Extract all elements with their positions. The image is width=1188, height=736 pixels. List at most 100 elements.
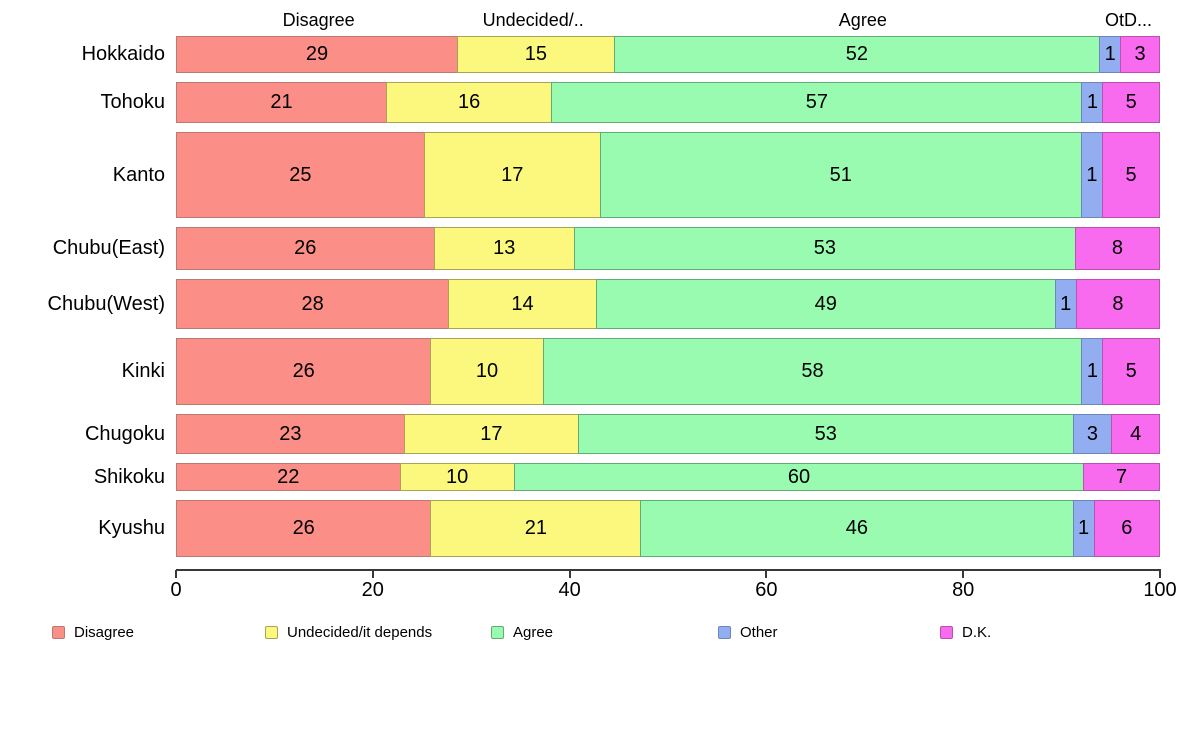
segment-value: 53 [813, 237, 836, 259]
region-label: Hokkaido [81, 43, 165, 65]
segment-value: 22 [277, 465, 300, 488]
legend-swatch-icon [52, 626, 65, 639]
bar-segment: 21 [176, 82, 387, 123]
bar-segment: 10 [399, 463, 515, 491]
bar-segment: 26 [176, 227, 435, 270]
column-header: OtD... [1104, 10, 1153, 30]
bar-segment: 49 [595, 279, 1056, 329]
legend-swatch-icon [940, 626, 953, 639]
segment-value: 1 [1060, 292, 1072, 315]
bar-segment: 29 [176, 36, 459, 73]
bar-segment: 5 [1101, 132, 1161, 218]
bar: 21 16 57 1 5 [176, 82, 1160, 123]
bar-segment: 1 [1080, 132, 1103, 218]
bar-segment: 3 [1072, 414, 1113, 454]
bar-segment: 22 [176, 463, 401, 491]
segment-value: 52 [845, 43, 869, 65]
bar-segment: 1 [1054, 279, 1077, 329]
segment-value: 10 [475, 360, 499, 382]
legend-swatch-icon [491, 626, 504, 639]
segment-value: 17 [501, 163, 524, 186]
segment-value: 1 [1086, 163, 1098, 186]
bar-segment: 6 [1093, 500, 1160, 557]
x-axis-tick [568, 570, 571, 578]
segment-value: 16 [458, 91, 481, 113]
bar: 29 15 52 1 3 [176, 36, 1160, 73]
bar-row: Kanto 25 17 51 1 5 [0, 132, 1161, 218]
x-axis-tick [1159, 570, 1161, 578]
segment-value: 1 [1086, 360, 1098, 382]
segment-value: 46 [845, 517, 869, 539]
segment-value: 21 [524, 517, 547, 539]
bar: 22 10 60 7 [176, 463, 1160, 491]
bar-segment: 15 [457, 36, 615, 73]
segment-value: 4 [1130, 422, 1142, 445]
bar-row: Tohoku 21 16 57 1 5 [0, 82, 1160, 123]
segment-value: 1 [1086, 91, 1098, 113]
bar-row: Chubu(East) 26 13 53 8 [0, 227, 1160, 270]
segment-value: 8 [1111, 237, 1123, 259]
x-axis-tick [765, 570, 768, 578]
legend-swatch-icon [718, 626, 731, 639]
bar-segment: 53 [578, 414, 1074, 454]
bar-segment: 53 [573, 227, 1076, 270]
x-axis-tick-label: 60 [755, 579, 778, 601]
x-axis-tick-label: 40 [558, 579, 581, 601]
bar: 26 10 58 1 5 [176, 338, 1161, 405]
segment-value: 26 [292, 360, 315, 382]
segment-value: 1 [1104, 43, 1116, 65]
segment-value: 60 [787, 465, 811, 488]
bar-segment: 25 [176, 132, 425, 218]
bar-segment: 46 [640, 500, 1074, 557]
segment-value: 3 [1086, 422, 1098, 445]
bar-segment: 21 [430, 500, 642, 557]
bar-segment: 8 [1074, 227, 1160, 270]
bar-segment: 57 [551, 82, 1083, 123]
bar-rows: Hokkaido 29 15 52 1 3 Tohoku 21 16 57 1 5 Kanto 25 17 5… [0, 36, 1161, 557]
segment-value: 58 [801, 360, 824, 382]
bar-segment: 14 [448, 279, 597, 329]
bar-segment: 26 [176, 500, 432, 557]
segment-value: 51 [829, 163, 852, 186]
x-axis-line [176, 569, 1161, 571]
segment-value: 21 [270, 91, 293, 113]
region-label: Kanto [112, 163, 165, 186]
segment-value: 5 [1125, 163, 1137, 186]
bar-segment: 28 [176, 279, 450, 329]
bar-segment: 52 [613, 36, 1101, 73]
bar-segment: 13 [433, 227, 575, 270]
bar: 25 17 51 1 5 [176, 132, 1161, 218]
legend-swatch-icon [265, 626, 278, 639]
x-axis-tick [175, 570, 177, 578]
bar-segment: 10 [430, 338, 544, 405]
region-label: Shikoku [93, 465, 165, 488]
bar-row: Shikoku 22 10 60 7 [0, 463, 1160, 491]
segment-value: 8 [1112, 292, 1124, 315]
segment-value: 6 [1121, 517, 1133, 539]
segment-value: 5 [1125, 360, 1137, 382]
bar: 23 17 53 3 4 [176, 414, 1160, 454]
segment-value: 15 [524, 43, 547, 65]
region-label: Tohoku [100, 91, 166, 113]
x-axis-tick-label: 80 [952, 579, 975, 601]
segment-value: 26 [292, 517, 315, 539]
legend-item: D.K. [940, 624, 991, 641]
bar-row: Kinki 26 10 58 1 5 [0, 338, 1161, 405]
region-label: Chubu(East) [52, 237, 165, 259]
bar: 26 13 53 8 [176, 227, 1160, 270]
segment-value: 13 [493, 237, 516, 259]
bar-segment: 23 [176, 414, 405, 454]
region-label: Kinki [121, 360, 165, 382]
x-axis-tick-label: 20 [361, 579, 384, 601]
x-axis-tick-label: 100 [1143, 579, 1177, 601]
bar-segment: 4 [1111, 414, 1160, 454]
segment-value: 28 [301, 292, 324, 315]
region-label: Chubu(West) [47, 292, 165, 315]
legend-label: D.K. [962, 624, 992, 641]
bar-segment: 26 [176, 338, 432, 405]
bar-segment: 8 [1075, 279, 1160, 329]
x-axis-tick [962, 570, 965, 578]
legend-item: Undecided/it depends [265, 624, 432, 641]
bar-segment: 58 [542, 338, 1083, 405]
